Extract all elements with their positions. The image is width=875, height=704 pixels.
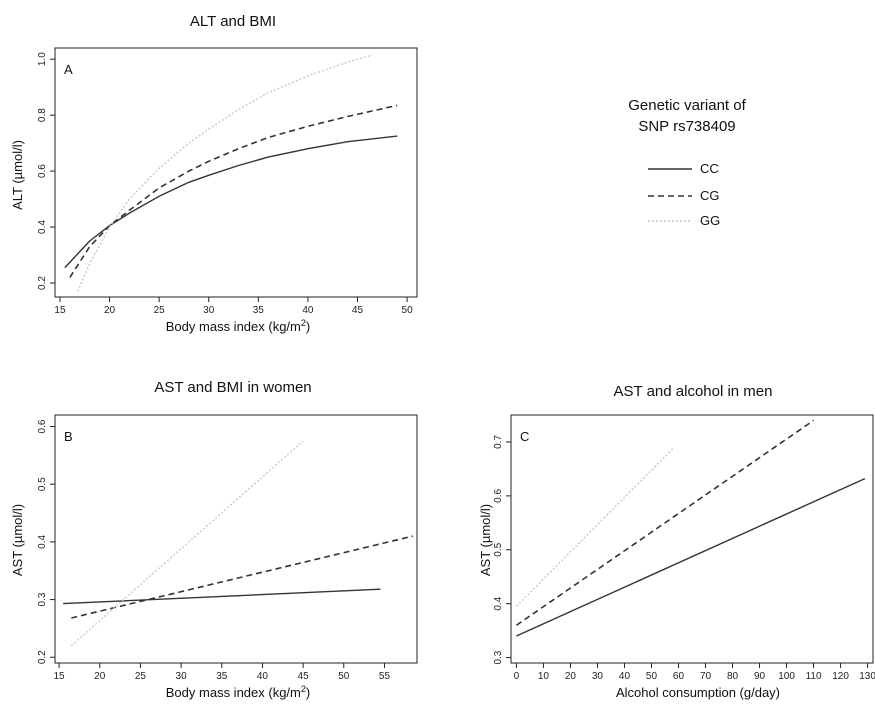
panel-b-x-tick-label: 15: [54, 671, 66, 682]
panel-c-x-tick-label: 80: [727, 671, 739, 682]
panel-a-x-tick-label: 20: [104, 305, 116, 316]
legend-label-gg: GG: [700, 213, 720, 228]
panel-c-x-tick-label: 130: [859, 671, 875, 682]
panel-c-y-tick-label: 0.7: [493, 435, 504, 449]
panel-a-x-tick-label: 30: [203, 305, 215, 316]
panel-c-y-tick-label: 0.6: [493, 488, 504, 502]
panel-c-y-tick-label: 0.4: [493, 596, 504, 610]
panel-b-x-tick-label: 50: [338, 671, 350, 682]
panel-b-y-tick-label: 0.2: [37, 650, 48, 664]
panel-a-y-tick-label: 0.8: [37, 108, 48, 122]
panel-c-x-tick-label: 70: [700, 671, 712, 682]
panel-c-x-axis-label: Alcohol consumption (g/day): [616, 685, 780, 700]
panel-b-y-tick-label: 0.5: [37, 477, 48, 491]
panel-c-y-tick-label: 0.3: [493, 650, 504, 664]
panel-a-x-tick-label: 35: [253, 305, 265, 316]
panel-c-series-cg-line: [515, 419, 815, 626]
panel-b-series-cc-line: [63, 588, 381, 605]
panel-b-x-tick-label: 45: [298, 671, 310, 682]
panel-b-x-tick-label: 40: [257, 671, 269, 682]
panel-a-x-tick-label: 40: [302, 305, 314, 316]
legend-entry-cc: CC: [648, 161, 719, 176]
panel-a-series-cg-line: [69, 104, 398, 278]
panel-a-y-tick-label: 1.0: [37, 52, 48, 66]
panel-c-x-tick-label: 40: [619, 671, 631, 682]
panel-b: AST and BMI in women B Body mass index (…: [10, 379, 418, 700]
panel-a-title: ALT and BMI: [190, 13, 276, 30]
panel-b-x-axis-label: Body mass index (kg/m2): [166, 684, 310, 700]
panel-a-y-tick-label: 0.6: [37, 164, 48, 178]
legend: Genetic variant of SNP rs738409 CC CG GG: [628, 97, 746, 228]
legend-title-line2: SNP rs738409: [638, 118, 735, 135]
panel-c-title: AST and alcohol in men: [614, 383, 773, 400]
panel-a-series-gg-line: [77, 54, 373, 292]
panel-c-x-tick-label: 110: [806, 671, 822, 682]
panel-c-y-tick-label: 0.5: [493, 542, 504, 556]
panel-b-x-tick-label: 25: [135, 671, 147, 682]
panel-a-plot-frame: [54, 47, 418, 298]
panel-b-y-tick-label: 0.4: [37, 534, 48, 548]
panel-c-x-tick-label: 120: [832, 671, 849, 682]
panel-a-label: A: [64, 62, 73, 77]
panel-a-series-cc-line: [64, 135, 398, 269]
panel-c-series-cc-line: [516, 477, 866, 637]
panel-c-plot-frame: [510, 414, 874, 664]
legend-label-cc: CC: [700, 161, 719, 176]
panel-a-x-tick-label: 45: [352, 305, 364, 316]
legend-title-line1: Genetic variant of: [628, 97, 746, 114]
panel-b-title: AST and BMI in women: [154, 379, 311, 396]
panel-b-label: B: [64, 429, 73, 444]
panel-c-x-tick-label: 30: [592, 671, 604, 682]
panel-c-x-tick-label: 0: [514, 671, 520, 682]
panel-a-y-axis-label: ALT (µmol/l): [10, 140, 25, 210]
panel-b-series-cg-line: [71, 535, 414, 619]
panel-c: AST and alcohol in men C Alcohol consump…: [478, 383, 875, 700]
panel-a-x-tick-label: 50: [402, 305, 414, 316]
panel-c-x-tick-label: 60: [673, 671, 685, 682]
legend-entry-cg: CG: [648, 188, 720, 203]
panel-b-plot-frame: [54, 414, 418, 664]
panel-c-x-tick-label: 10: [538, 671, 550, 682]
panel-c-y-axis-label: AST (µmol/l): [478, 504, 493, 576]
panel-c-x-tick-label: 100: [778, 671, 795, 682]
panel-a-y-tick-label: 0.4: [37, 220, 48, 234]
panel-a-x-tick-label: 15: [54, 305, 66, 316]
panel-b-x-tick-label: 20: [94, 671, 106, 682]
panel-b-y-tick-label: 0.3: [37, 592, 48, 606]
panel-b-y-axis-label: AST (µmol/l): [10, 504, 25, 576]
legend-label-cg: CG: [700, 188, 720, 203]
panel-c-x-tick-label: 50: [646, 671, 658, 682]
panel-a-y-tick-label: 0.2: [37, 276, 48, 290]
panel-b-x-tick-label: 30: [176, 671, 188, 682]
panel-a-x-tick-label: 25: [154, 305, 166, 316]
legend-entry-gg: GG: [648, 213, 720, 228]
panel-c-label: C: [520, 429, 529, 444]
panel-b-x-tick-label: 35: [216, 671, 228, 682]
panel-b-series-gg-line: [70, 440, 304, 647]
panel-a-x-axis-label: Body mass index (kg/m2): [166, 318, 310, 334]
panel-c-series-gg-line: [515, 447, 674, 607]
panel-a: ALT and BMI A Body mass index (kg/m2) AL…: [10, 13, 418, 334]
panel-c-x-tick-label: 20: [565, 671, 577, 682]
panel-b-x-tick-label: 55: [379, 671, 391, 682]
panel-c-x-tick-label: 90: [754, 671, 766, 682]
panel-b-y-tick-label: 0.6: [37, 419, 48, 433]
